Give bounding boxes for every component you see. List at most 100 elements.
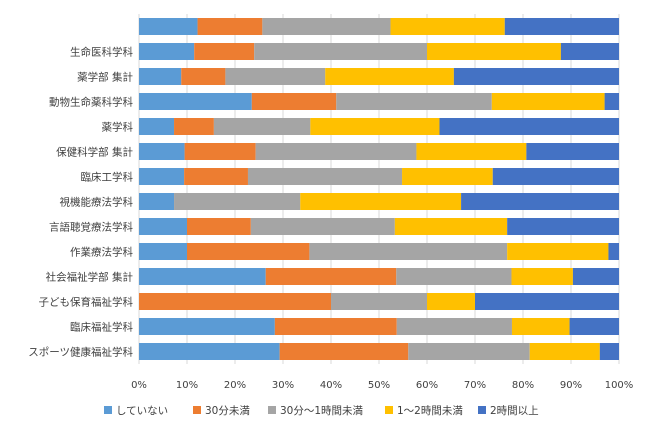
bar-segment <box>139 93 252 110</box>
bar-segment <box>139 343 280 360</box>
bar-segment <box>139 68 182 85</box>
bar-segment <box>174 193 301 210</box>
bar-segment <box>325 68 454 85</box>
category-label: 動物生命薬科学科 <box>49 96 133 109</box>
bar-segment <box>139 218 187 235</box>
category-label: 保健科学部 集計 <box>56 146 133 159</box>
bar-segment <box>139 318 275 335</box>
bar-segment <box>529 343 600 360</box>
bar-segment <box>560 43 619 60</box>
x-tick-label: 100% <box>605 380 634 391</box>
x-tick-label: 70% <box>464 380 486 391</box>
legend-label: していない <box>116 405 168 417</box>
category-label: スポーツ健康福祉学科 <box>28 346 133 359</box>
bar-segment <box>453 68 619 85</box>
bar-segment <box>139 143 185 160</box>
legend-swatch <box>385 406 393 414</box>
bar-segment <box>139 268 266 285</box>
bar-segment <box>181 68 226 85</box>
bar-segment <box>511 318 570 335</box>
legend-swatch <box>104 406 112 414</box>
category-label: 臨床福祉学科 <box>70 321 133 334</box>
category-label: 視機能療法学科 <box>60 196 134 209</box>
x-tick-labels: 0% 10% 20% 30% 40% 50% 60% 70% 80% 90% 100% <box>131 380 633 391</box>
x-tick-label: 40% <box>320 380 342 391</box>
bar-segment <box>507 218 619 235</box>
category-label: 生命医科学科 <box>70 46 133 59</box>
category-label: 薬学科 <box>102 121 134 134</box>
bar-segment <box>394 218 508 235</box>
bar-segment <box>572 268 619 285</box>
legend-label: 2時間以上 <box>490 405 539 417</box>
legend-label: 30分未満 <box>205 405 250 417</box>
bar-segment <box>492 168 619 185</box>
bar-segment <box>427 43 561 60</box>
bar-segment <box>187 218 251 235</box>
legend-swatch <box>193 406 201 414</box>
bar-segment <box>491 93 605 110</box>
x-tick-label: 30% <box>272 380 294 391</box>
bar-segment <box>608 243 619 260</box>
bar-segment <box>139 118 175 135</box>
legend-swatch <box>268 406 276 414</box>
bar-segment <box>255 143 417 160</box>
bar-segment <box>139 293 331 310</box>
bar-segment <box>184 143 256 160</box>
bar-segment <box>427 293 475 310</box>
legend-label: 1～2時間未満 <box>397 405 463 417</box>
bar-segment <box>247 168 403 185</box>
bar-segment <box>139 43 195 60</box>
bar-segment <box>402 168 493 185</box>
legend: していない 30分未満 30分～1時間未満 1～2時間未満 2時間以上 <box>104 405 539 417</box>
bar-segment <box>331 293 427 310</box>
legend-label: 30分～1時間未満 <box>280 405 364 417</box>
bar-segment <box>336 93 492 110</box>
bar-segment <box>265 268 397 285</box>
bar-segment <box>504 18 619 35</box>
category-label: 薬学部 集計 <box>77 71 133 84</box>
bar-segment <box>139 243 187 260</box>
category-label: 子ども保育福祉学科 <box>39 296 134 309</box>
x-tick-label: 10% <box>176 380 198 391</box>
x-tick-label: 60% <box>416 380 438 391</box>
bar-segment <box>310 118 440 135</box>
category-label: 言語聴覚療法学科 <box>49 221 133 234</box>
bar-segment <box>197 18 263 35</box>
bar-segment <box>262 18 391 35</box>
bar-segment <box>396 268 512 285</box>
bar-segment <box>184 168 248 185</box>
bar-segment <box>139 193 175 210</box>
bar-segment <box>213 118 311 135</box>
bar-segment <box>274 318 397 335</box>
bar-segment <box>254 43 427 60</box>
bar-segment <box>526 143 619 160</box>
bar-segment <box>139 18 198 35</box>
category-label: 作業療法学科 <box>70 246 133 259</box>
bar-segment <box>309 243 508 260</box>
category-label: 臨床工学科 <box>81 171 134 184</box>
category-label: 社会福祉学部 集計 <box>46 271 134 284</box>
bar-segment <box>187 243 310 260</box>
legend-swatch <box>478 406 486 414</box>
x-tick-label: 80% <box>512 380 534 391</box>
bar-segment <box>396 318 512 335</box>
bars-layer <box>139 18 619 360</box>
bar-segment <box>279 343 409 360</box>
bar-segment <box>250 218 395 235</box>
x-tick-label: 0% <box>131 380 147 391</box>
x-tick-label: 50% <box>368 380 390 391</box>
bar-segment <box>408 343 530 360</box>
bar-segment <box>569 318 619 335</box>
grid-layer <box>138 14 620 364</box>
bar-segment <box>251 93 337 110</box>
x-tick-label: 20% <box>224 380 246 391</box>
bar-segment <box>300 193 462 210</box>
bar-segment <box>507 243 609 260</box>
bar-segment <box>416 143 527 160</box>
x-tick-label: 90% <box>560 380 582 391</box>
bar-segment <box>511 268 573 285</box>
bar-segment <box>475 293 619 310</box>
bar-segment <box>194 43 255 60</box>
